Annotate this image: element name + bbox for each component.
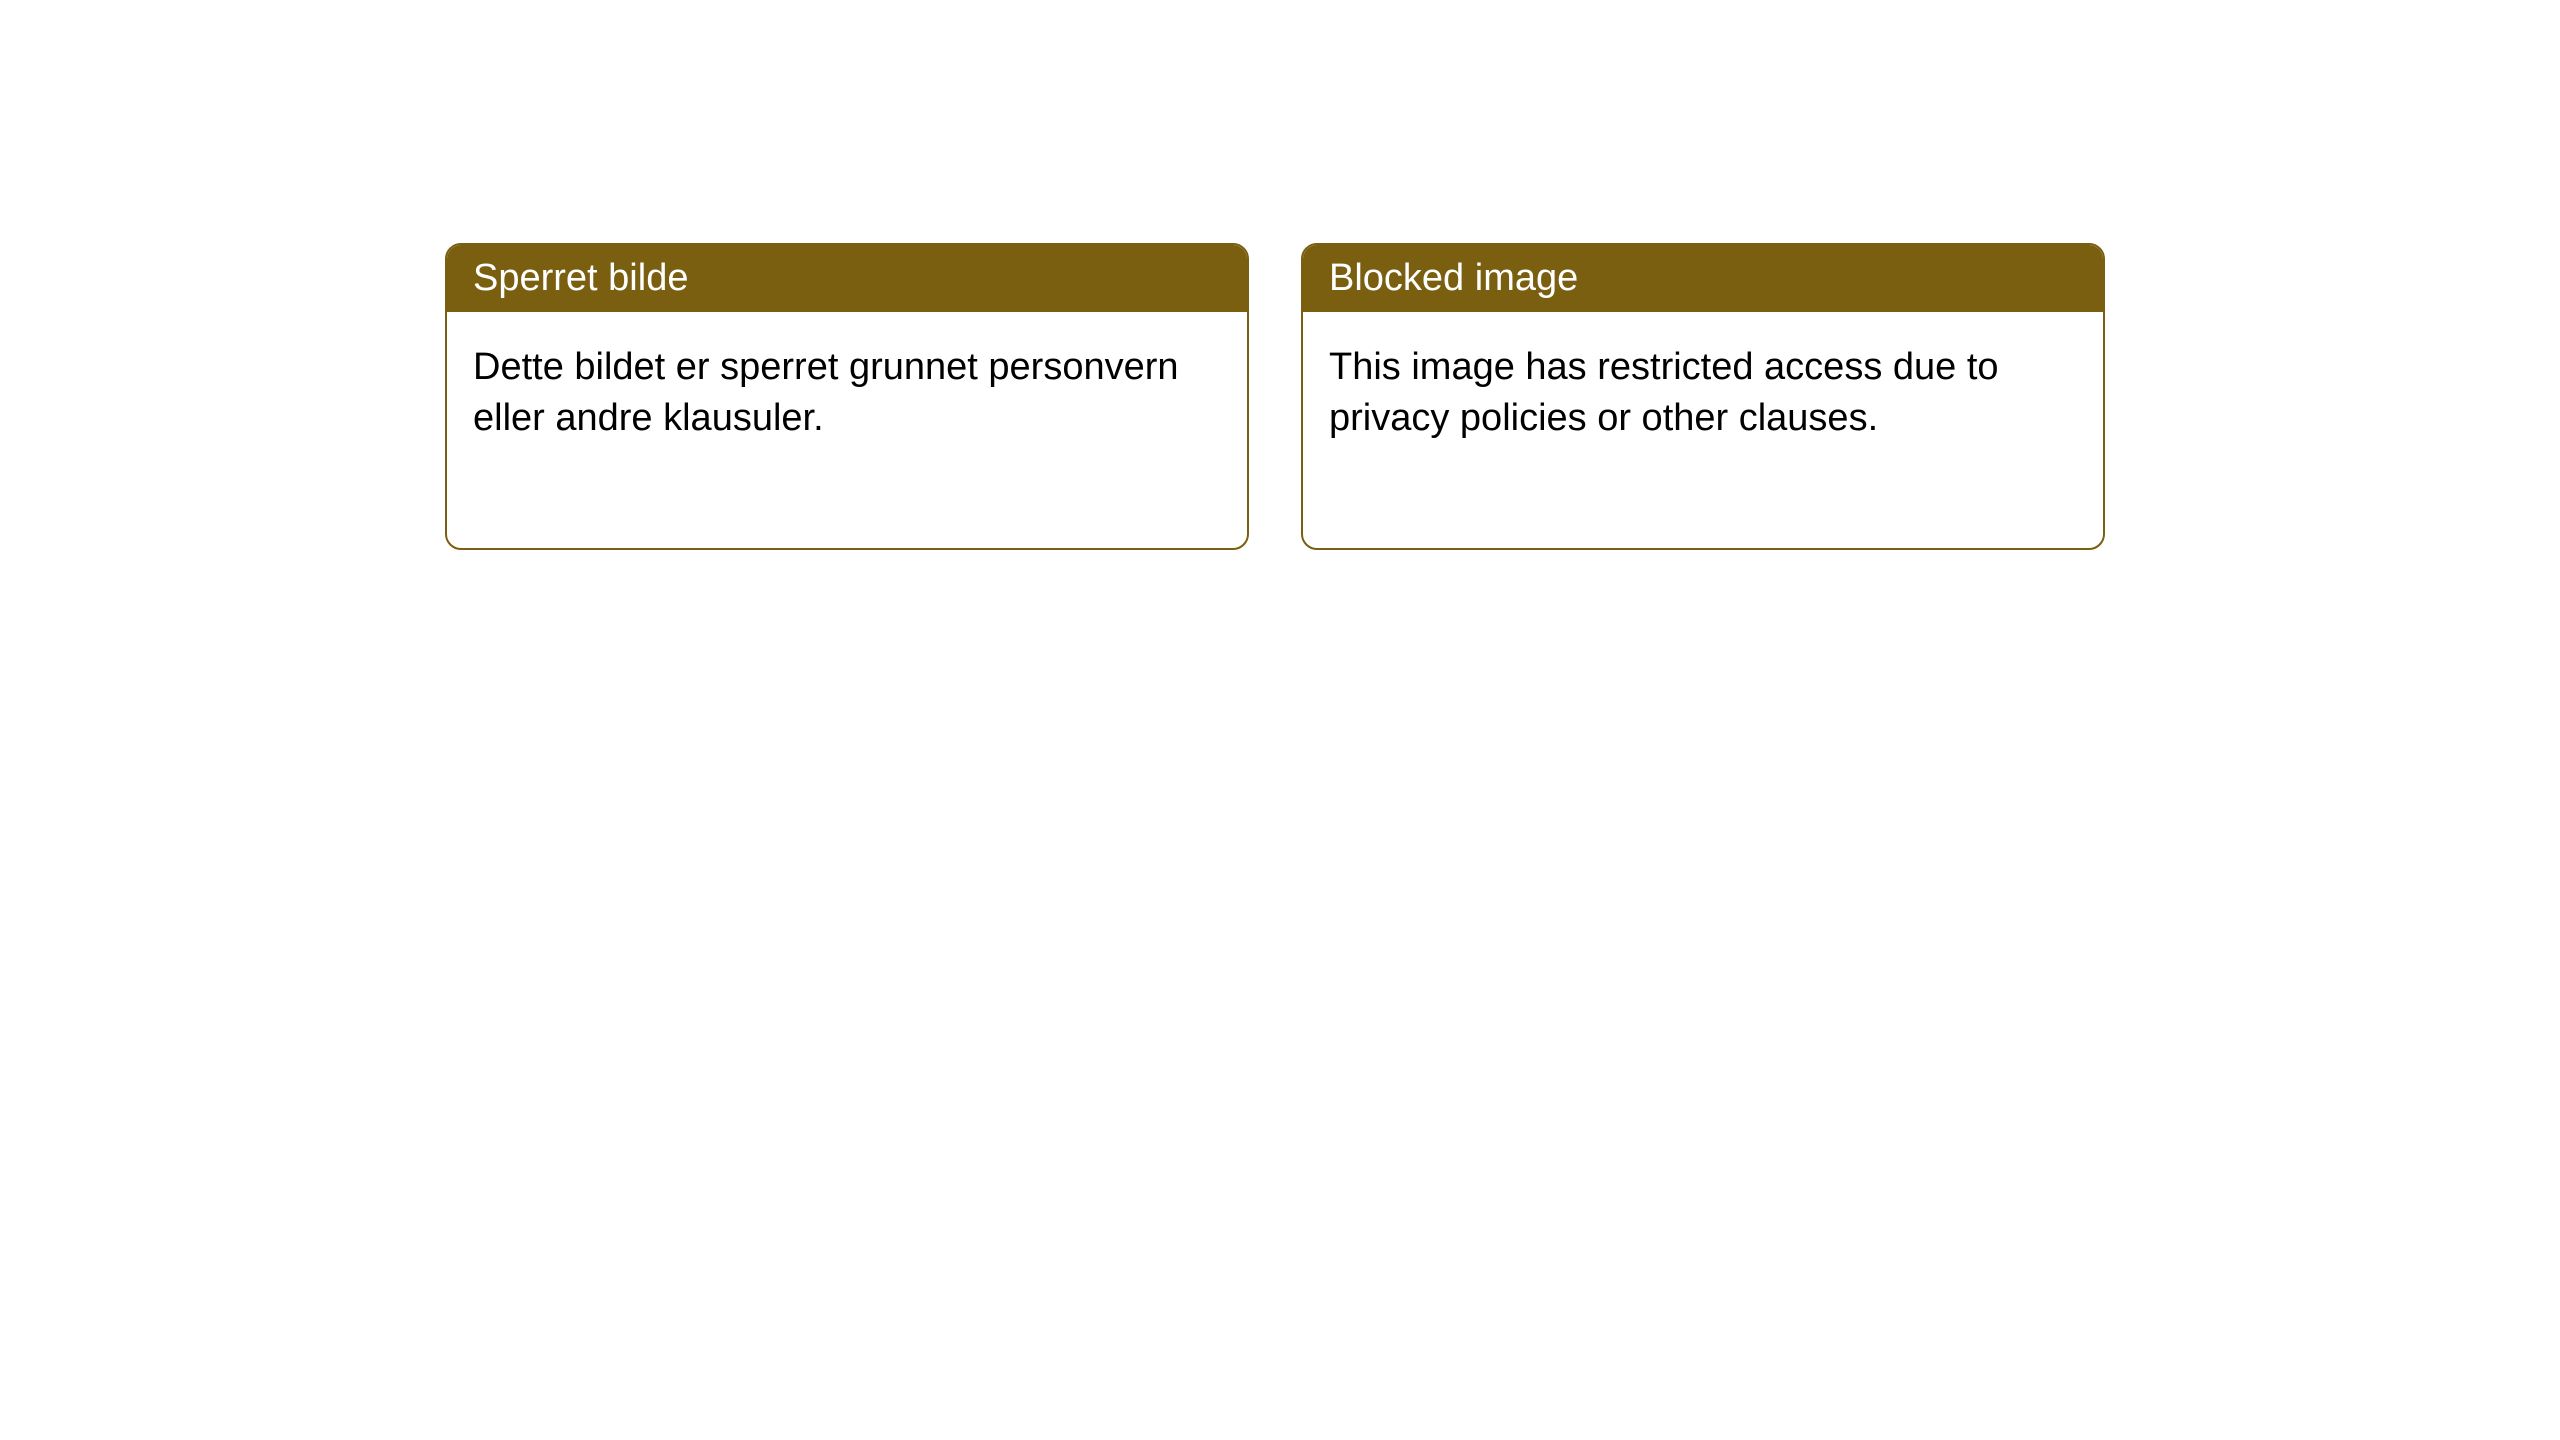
notice-body-english: This image has restricted access due to … xyxy=(1303,312,2103,548)
notice-title-english: Blocked image xyxy=(1303,245,2103,312)
notice-card-english: Blocked image This image has restricted … xyxy=(1301,243,2105,550)
notice-body-norwegian: Dette bildet er sperret grunnet personve… xyxy=(447,312,1247,548)
notice-container: Sperret bilde Dette bildet er sperret gr… xyxy=(445,243,2105,550)
notice-card-norwegian: Sperret bilde Dette bildet er sperret gr… xyxy=(445,243,1249,550)
notice-title-norwegian: Sperret bilde xyxy=(447,245,1247,312)
